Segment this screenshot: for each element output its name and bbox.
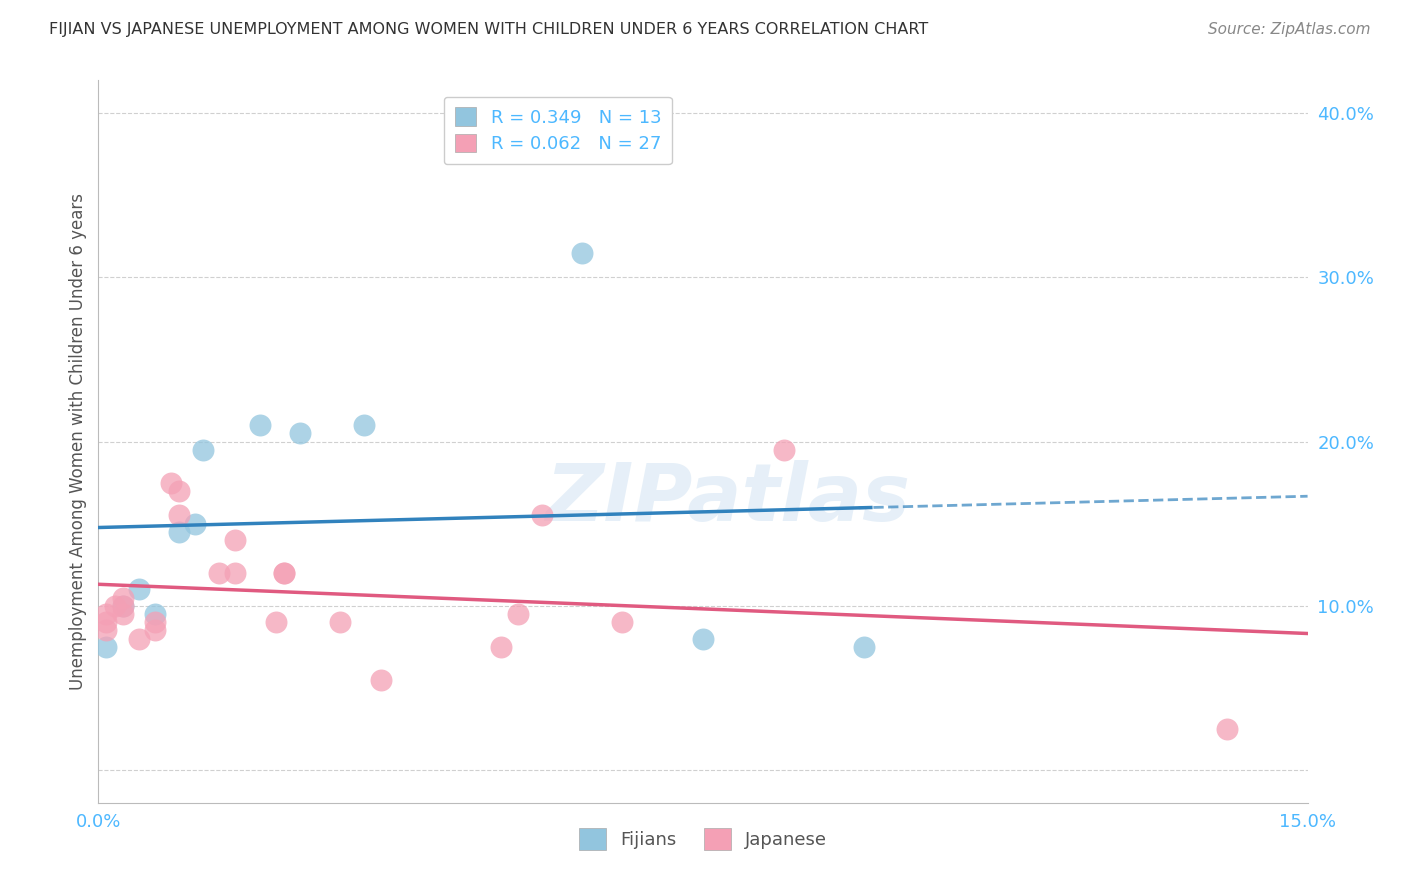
Point (491, 640, 513, 654)
Point (1216, 722, 1239, 736)
Point (167, 508, 190, 523)
Point (264, 615, 287, 630)
Point (772, 442, 794, 457)
Point (96, 640, 118, 654)
Point (143, 607, 166, 621)
Point (143, 624, 166, 638)
Point (111, 599, 134, 613)
Point (111, 591, 134, 605)
Point (96, 615, 118, 630)
Point (96, 607, 118, 621)
Point (128, 632, 150, 646)
Point (111, 607, 134, 621)
Point (224, 533, 246, 547)
Text: FIJIAN VS JAPANESE UNEMPLOYMENT AMONG WOMEN WITH CHILDREN UNDER 6 YEARS CORRELAT: FIJIAN VS JAPANESE UNEMPLOYMENT AMONG WO… (49, 22, 928, 37)
Point (612, 615, 634, 630)
Point (353, 418, 375, 433)
Point (111, 599, 134, 613)
Point (143, 615, 166, 630)
Point (224, 566, 246, 580)
Point (184, 516, 207, 531)
Text: ZIPatlas: ZIPatlas (544, 460, 910, 539)
Point (193, 442, 215, 457)
Point (128, 582, 150, 597)
Legend: Fijians, Japanese: Fijians, Japanese (569, 819, 837, 859)
Point (249, 418, 271, 433)
Point (96, 624, 118, 638)
Point (103, 599, 125, 613)
Point (160, 475, 183, 490)
Point (370, 673, 392, 687)
Point (692, 632, 714, 646)
Text: Source: ZipAtlas.com: Source: ZipAtlas.com (1208, 22, 1371, 37)
Point (208, 566, 231, 580)
Point (288, 426, 311, 441)
Point (571, 245, 593, 260)
Y-axis label: Unemployment Among Women with Children Under 6 years: Unemployment Among Women with Children U… (69, 193, 87, 690)
Point (273, 566, 295, 580)
Point (167, 483, 190, 498)
Point (853, 640, 876, 654)
Point (329, 615, 352, 630)
Point (273, 566, 295, 580)
Point (506, 607, 529, 621)
Point (530, 508, 553, 523)
Point (167, 524, 190, 539)
